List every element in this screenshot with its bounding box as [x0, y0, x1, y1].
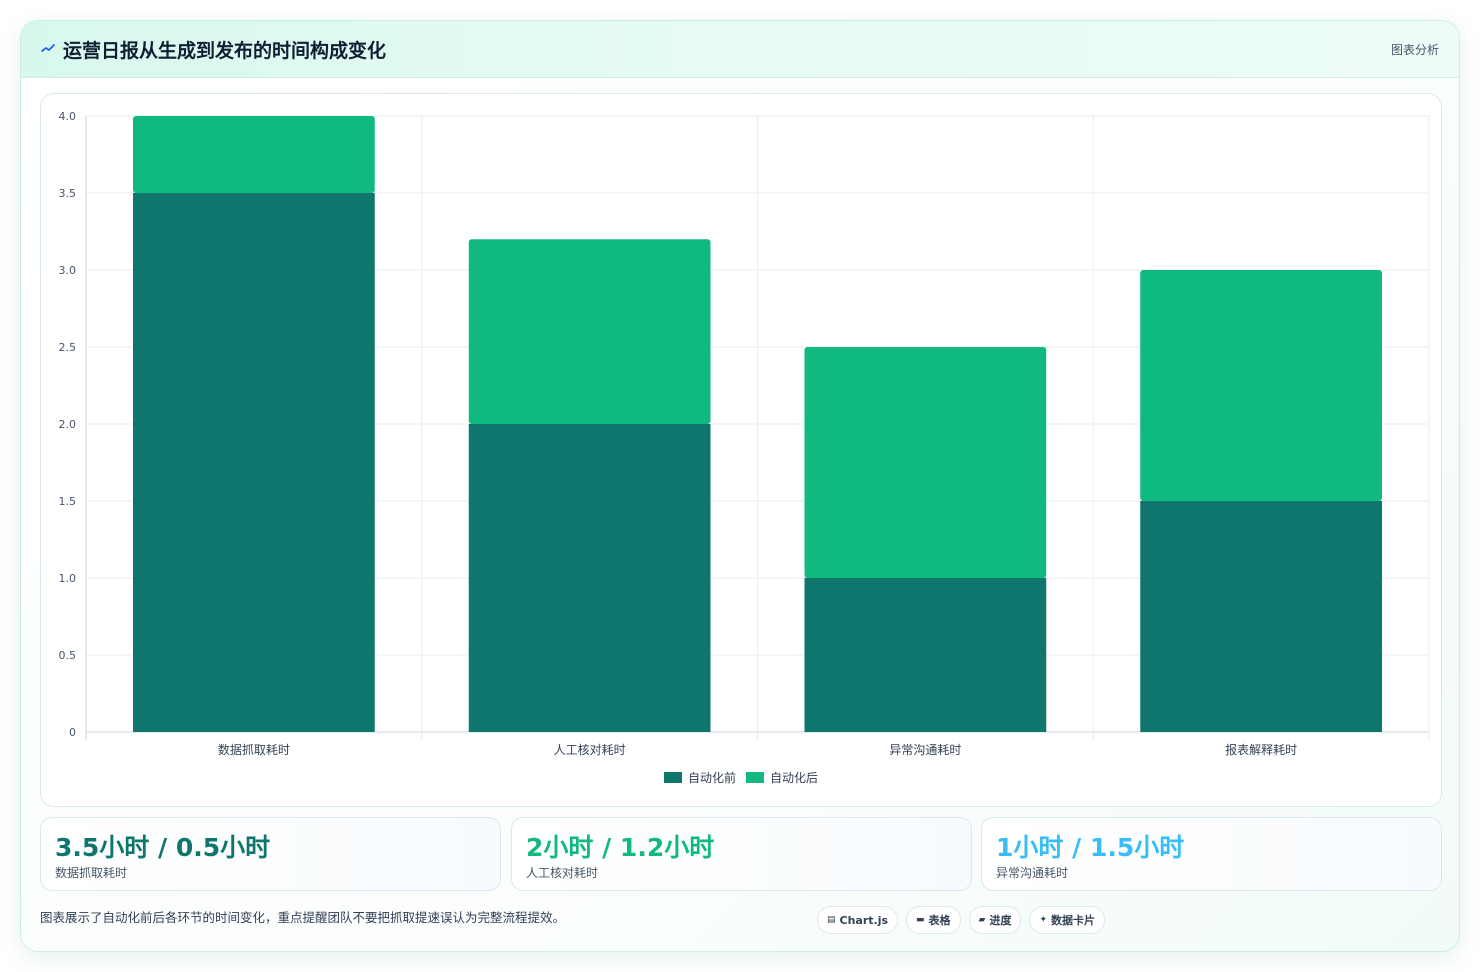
y-tick-label: 0 — [69, 726, 76, 739]
stat-value: 3.5小时 / 0.5小时 — [55, 833, 271, 862]
header-tag: 图表分析 — [1390, 43, 1439, 57]
stacked-bar-chart: 0 0.5 1.0 1.5 2.0 2.5 3.0 3.5 4.0 数据抓取耗时 人工核对耗时 异常沟… — [59, 110, 1430, 757]
panel-header: 运营日报从生成到发布的时间构成变化 图表分析 — [21, 21, 1459, 78]
legend-label-after: 自动化后 — [770, 771, 819, 785]
bar-before — [804, 578, 1047, 732]
stat-card-manual-check: 2小时 / 1.2小时 人工核对耗时 — [511, 817, 972, 891]
chart-footnote: 图表展示了自动化前后各环节的时间变化，重点提醒团队不要把抓取提速误认为完整流程提… — [40, 910, 566, 925]
y-tick-label: 2.5 — [59, 341, 77, 354]
y-tick-label: 3.5 — [59, 187, 77, 200]
chart-legend: 自动化前 自动化后 — [41, 769, 1441, 786]
legend-item-before[interactable]: 自动化前 — [663, 769, 736, 786]
x-tick-label: 报表解释耗时 — [1225, 742, 1297, 757]
pill-data-card[interactable]: ✦ 数据卡片 — [1029, 906, 1106, 934]
bar-before — [468, 424, 711, 732]
feature-pills: ▤ Chart.js ▬ 表格 ▰ 进度 ✦ 数据卡片 — [817, 906, 1106, 934]
stat-label: 异常沟通耗时 — [996, 866, 1069, 880]
bar-after — [804, 347, 1047, 578]
dashboard-panel: 运营日报从生成到发布的时间构成变化 图表分析 0 0.5 1.0 1.5 2.0 2.5 3… — [20, 20, 1460, 952]
table-icon: ▬ — [916, 915, 925, 925]
stat-value: 2小时 / 1.2小时 — [526, 833, 715, 862]
stat-label: 人工核对耗时 — [526, 866, 599, 880]
bar-after — [1140, 270, 1382, 501]
y-tick-label: 2.0 — [59, 418, 77, 431]
bar-before — [1140, 501, 1382, 732]
y-tick-label: 3.0 — [59, 264, 77, 277]
page-title: 运营日报从生成到发布的时间构成变化 — [63, 40, 387, 62]
pill-label: 数据卡片 — [1051, 914, 1096, 927]
legend-swatch-after — [746, 772, 764, 783]
x-tick-label: 数据抓取耗时 — [218, 742, 290, 757]
pill-chartjs[interactable]: ▤ Chart.js — [817, 906, 899, 934]
stat-card-exception-comm: 1小时 / 1.5小时 异常沟通耗时 — [981, 817, 1442, 891]
bar-after — [133, 116, 375, 193]
legend-item-after[interactable]: 自动化后 — [746, 769, 818, 786]
pill-label: Chart.js — [839, 913, 889, 927]
chart-icon: ▤ — [827, 915, 836, 925]
y-tick-label: 4.0 — [59, 110, 77, 123]
bar-after — [468, 239, 711, 424]
y-tick-label: 0.5 — [59, 649, 77, 662]
x-tick-label: 异常沟通耗时 — [889, 743, 961, 757]
y-tick-label: 1.0 — [59, 572, 77, 585]
bar-before — [133, 193, 375, 732]
progress-icon: ▰ — [978, 915, 986, 925]
stat-card-data-fetch: 3.5小时 / 0.5小时 数据抓取耗时 — [40, 817, 501, 891]
pill-progress[interactable]: ▰ 进度 — [968, 906, 1022, 934]
sparkle-icon: ✦ — [1039, 915, 1048, 925]
legend-swatch-before — [663, 772, 682, 783]
y-tick-label: 1.5 — [59, 495, 77, 508]
legend-label-before: 自动化前 — [687, 771, 736, 785]
x-tick-label: 人工核对耗时 — [554, 743, 626, 757]
stat-label: 数据抓取耗时 — [55, 866, 128, 880]
chart-card: 0 0.5 1.0 1.5 2.0 2.5 3.0 3.5 4.0 数据抓取耗时 人工核对耗时 异常沟… — [40, 93, 1442, 807]
pill-table[interactable]: ▬ 表格 — [906, 906, 961, 934]
stat-value: 1小时 / 1.5小时 — [996, 833, 1185, 862]
pill-label: 进度 — [989, 914, 1012, 927]
pill-label: 表格 — [928, 914, 951, 927]
wave-icon — [41, 44, 55, 52]
